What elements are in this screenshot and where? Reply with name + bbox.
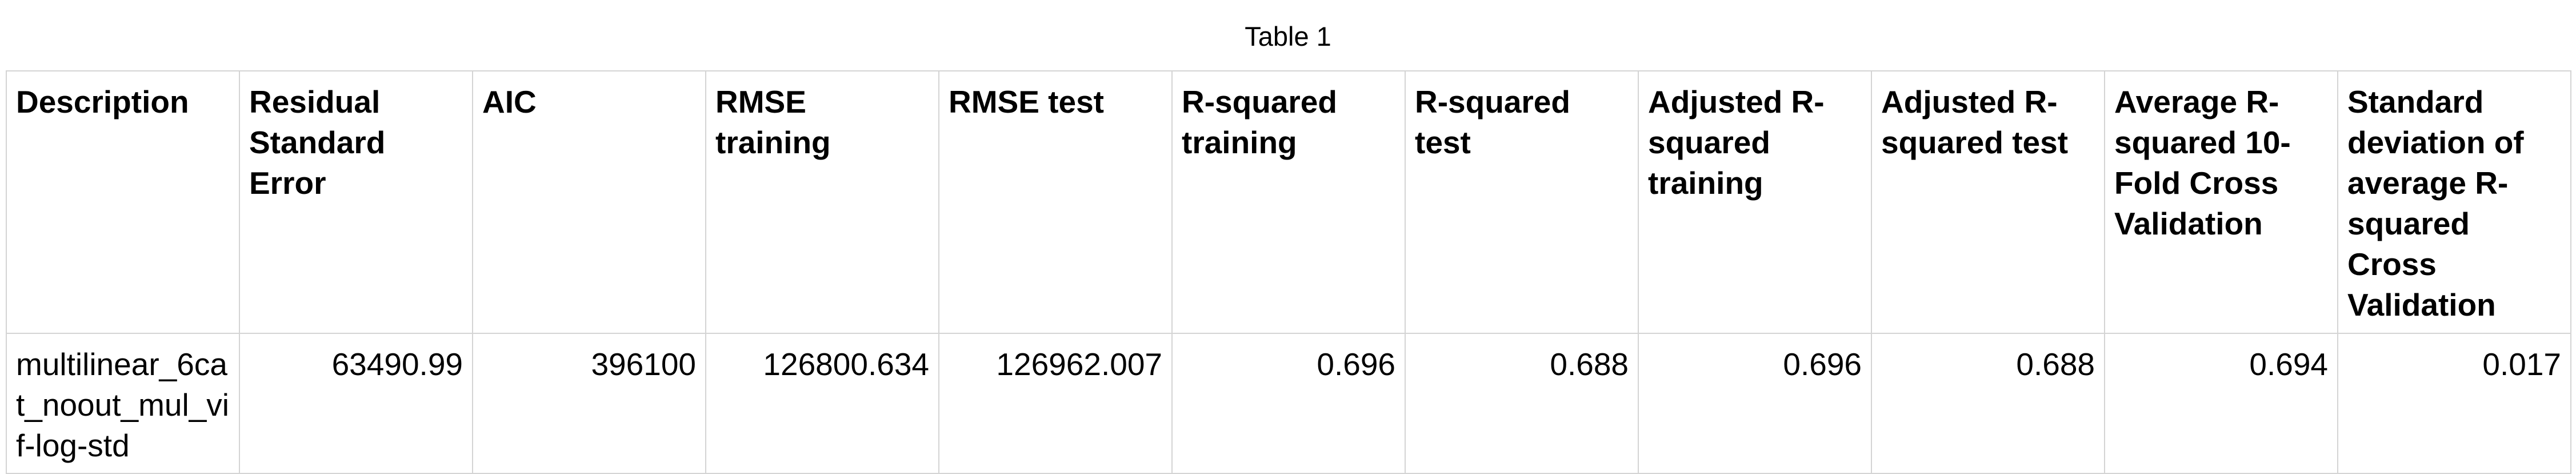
cell-rmse-training: 126800.634: [705, 333, 939, 474]
cell-aic: 396100: [472, 333, 706, 474]
cell-adjusted-r-squared-training: 0.696: [1638, 333, 1872, 474]
cell-description: multilinear_6cat_noout_mul_vif-log-std: [6, 333, 240, 474]
header-average-r-squared-cv: Average R-squared 10-Fold Cross Validati…: [2104, 70, 2338, 334]
cell-r-squared-training: 0.696: [1171, 333, 1406, 474]
header-residual-standard-error: Residual Standard Error: [239, 70, 473, 334]
header-r-squared-test: R-squared test: [1405, 70, 1639, 334]
header-aic: AIC: [472, 70, 706, 334]
header-std-dev-r-squared-cv: Standard deviation of average R-squared …: [2337, 70, 2571, 334]
header-r-squared-training: R-squared training: [1171, 70, 1406, 334]
header-description: Description: [6, 70, 240, 334]
header-adjusted-r-squared-test: Adjusted R-squared test: [1871, 70, 2105, 334]
cell-residual-standard-error: 63490.99: [239, 333, 473, 474]
table-row: multilinear_6cat_noout_mul_vif-log-std 6…: [6, 333, 2571, 474]
cell-adjusted-r-squared-test: 0.688: [1871, 333, 2105, 474]
header-row: Description Residual Standard Error AIC …: [6, 70, 2571, 334]
cell-std-dev-r-squared-cv: 0.017: [2337, 333, 2571, 474]
header-rmse-training: RMSE training: [705, 70, 939, 334]
header-rmse-test: RMSE test: [938, 70, 1173, 334]
cell-average-r-squared-cv: 0.694: [2104, 333, 2338, 474]
cell-r-squared-test: 0.688: [1405, 333, 1639, 474]
results-table: Description Residual Standard Error AIC …: [6, 70, 2571, 474]
table-caption: Table 1: [1245, 21, 1331, 51]
cell-rmse-test: 126962.007: [938, 333, 1173, 474]
header-adjusted-r-squared-training: Adjusted R-squared training: [1638, 70, 1872, 334]
